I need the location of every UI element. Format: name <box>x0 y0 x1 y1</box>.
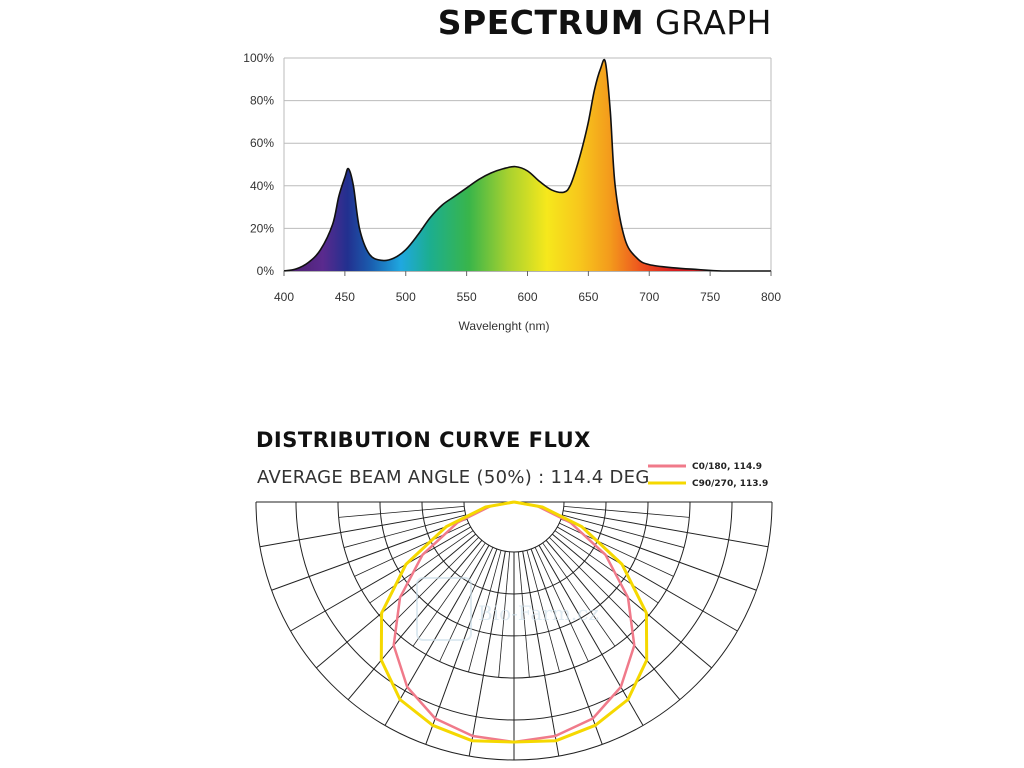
spectrum-x-tick-450: 450 <box>335 290 355 304</box>
spectrum-y-tick-20: 20% <box>250 221 274 235</box>
polar-spoke <box>538 545 644 726</box>
watermark-shield-icon <box>416 577 472 641</box>
spectrum-outline <box>283 58 771 272</box>
polar-spoke <box>522 551 560 757</box>
legend-label-c0: C0/180, 114.9 <box>692 462 762 472</box>
polar-spoke <box>259 510 465 548</box>
spectrum-x-tick-650: 650 <box>578 290 598 304</box>
polar-minor-spoke <box>354 522 469 577</box>
polar-minor-spoke <box>468 550 502 673</box>
polar-ring-0 <box>463 501 565 553</box>
spectrum-title-bold: SPECTRUM <box>437 3 645 42</box>
polar-minor-spoke <box>517 551 530 678</box>
polar-spoke <box>316 533 477 669</box>
spectrum-y-tick-100: 100% <box>243 51 274 65</box>
spectrum-x-ticks: 400 450 500 550 600 650 700 750 800 <box>274 271 781 304</box>
spectrum-area <box>284 59 771 271</box>
spectrum-chart: 400 450 500 550 600 650 700 750 800 0% 20% 40% 60% 8… <box>243 51 781 333</box>
polar-minor-spoke <box>549 537 639 627</box>
polar-minor-spoke <box>554 530 659 604</box>
legend-label-c90: C90/270, 113.9 <box>692 479 768 489</box>
polar-minor-spoke <box>534 547 589 662</box>
polar-spoke <box>290 526 471 632</box>
spectrum-title-light: GRAPH <box>655 3 772 42</box>
spectrum-y-tick-60: 60% <box>250 136 274 150</box>
polar-minor-spoke <box>389 537 479 627</box>
series-c90-270-curve <box>379 500 649 744</box>
polar-spoke <box>563 510 769 548</box>
polar-spoke <box>557 526 738 632</box>
spectrum-x-tick-550: 550 <box>457 290 477 304</box>
polar-legend: C0/180, 114.9 C90/270, 113.9 <box>648 462 768 489</box>
spectrum-y-tick-80: 80% <box>250 94 274 108</box>
spectrum-x-tick-400: 400 <box>274 290 294 304</box>
polar-spoke <box>384 545 490 726</box>
polar-minor-spoke <box>412 542 486 647</box>
polar-spoke <box>271 518 468 591</box>
watermark-text: Bio-Farm.cz <box>478 601 599 625</box>
polar-grid <box>255 501 773 761</box>
spectrum-x-tick-600: 600 <box>517 290 537 304</box>
polar-spoke <box>551 533 712 669</box>
spectrum-y-tick-0: 0% <box>257 264 275 278</box>
polar-minor-spoke <box>439 547 494 662</box>
polar-minor-spoke <box>498 551 511 678</box>
polar-minor-spoke <box>338 505 465 518</box>
distribution-title: DISTRIBUTION CURVE FLUX <box>256 428 591 452</box>
polar-minor-spoke <box>559 522 674 577</box>
spectrum-y-tick-40: 40% <box>250 179 274 193</box>
polar-minor-spoke <box>369 530 474 604</box>
spectrum-x-tick-500: 500 <box>396 290 416 304</box>
polar-spoke <box>530 548 603 745</box>
polar-spoke <box>545 539 681 700</box>
spectrum-x-tick-800: 800 <box>761 290 781 304</box>
polar-spoke <box>347 539 483 700</box>
spectrum-y-ticks: 0% 20% 40% 60% 80% 100% <box>243 51 274 278</box>
beam-angle-subtitle: AVERAGE BEAM ANGLE (50%) : 114.4 DEG <box>257 467 650 488</box>
polar-minor-spoke <box>343 514 466 548</box>
polar-spoke <box>560 518 757 591</box>
spectrum-x-axis-label: Wavelenght (nm) <box>459 319 550 333</box>
spectrum-x-tick-750: 750 <box>700 290 720 304</box>
watermark-logo: Bio-Farm.cz <box>416 577 599 641</box>
polar-spoke <box>425 548 498 745</box>
polar-minor-spoke <box>563 505 690 518</box>
spectrum-graph-title: SPECTRUM GRAPH <box>438 4 772 42</box>
polar-minor-spoke <box>562 514 685 548</box>
polar-series <box>379 500 649 744</box>
polar-spoke <box>468 551 506 757</box>
polar-minor-spoke <box>526 550 560 673</box>
spectrum-x-tick-700: 700 <box>639 290 659 304</box>
polar-minor-spoke <box>542 542 616 647</box>
